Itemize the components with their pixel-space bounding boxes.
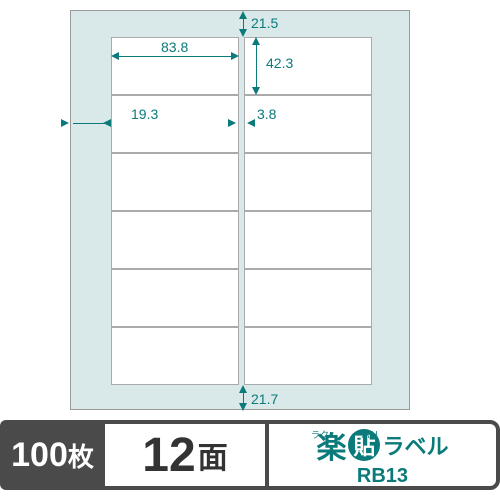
label-cell [244, 327, 372, 385]
dim-line [256, 39, 257, 93]
label-cell [244, 37, 372, 95]
sheet-count-unit: 枚 [68, 437, 94, 474]
sheet-count-value: 100 [11, 436, 68, 475]
dim-bottom-margin: 21.7 [251, 391, 278, 407]
arrow-down-icon [252, 87, 260, 95]
dim-top-margin: 21.5 [251, 15, 278, 31]
arrow-left-icon [247, 119, 255, 127]
dim-gutter: 3.8 [257, 106, 276, 122]
arrow-down-icon [239, 403, 247, 411]
dim-label-height: 42.3 [266, 55, 293, 71]
label-cell [244, 269, 372, 327]
arrow-left-icon [103, 119, 111, 127]
arrow-left-icon [111, 52, 119, 60]
arrow-down-icon [239, 29, 247, 37]
label-cell [111, 95, 239, 153]
brand-raku-ruby: ラク [311, 428, 329, 441]
dim-label-width: 83.8 [161, 39, 188, 55]
label-sheet-diagram: 21.5 83.8 42.3 19.3 3.8 21.7 [70, 10, 410, 410]
label-cell [244, 153, 372, 211]
dim-line [115, 56, 235, 57]
product-info-bar: 100 枚 12 面 楽 ラク 貼 バリ ラベル RB13 [0, 420, 500, 490]
label-cell [111, 211, 239, 269]
arrow-up-icon [252, 37, 260, 45]
label-cell [244, 95, 372, 153]
dim-left-margin: 19.3 [131, 106, 158, 122]
brand-box: 楽 ラク 貼 バリ ラベル RB13 [265, 420, 500, 490]
label-cell [111, 153, 239, 211]
brand-hari-ruby: バリ [361, 428, 379, 441]
arrow-right-icon [61, 119, 69, 127]
product-code: RB13 [357, 465, 408, 488]
face-count-unit: 面 [198, 433, 228, 477]
face-count-badge: 12 面 [105, 420, 265, 490]
face-count-value: 12 [142, 428, 195, 483]
arrow-right-icon [228, 119, 236, 127]
label-cell [111, 327, 239, 385]
brand-text: 楽 ラク 貼 バリ ラベル [316, 423, 448, 467]
arrow-up-icon [239, 11, 247, 19]
arrow-up-icon [239, 385, 247, 393]
sheet-count-badge: 100 枚 [0, 420, 105, 490]
label-cell [111, 269, 239, 327]
arrow-right-icon [231, 52, 239, 60]
label-cell [244, 211, 372, 269]
brand-label: ラベル [382, 429, 448, 461]
